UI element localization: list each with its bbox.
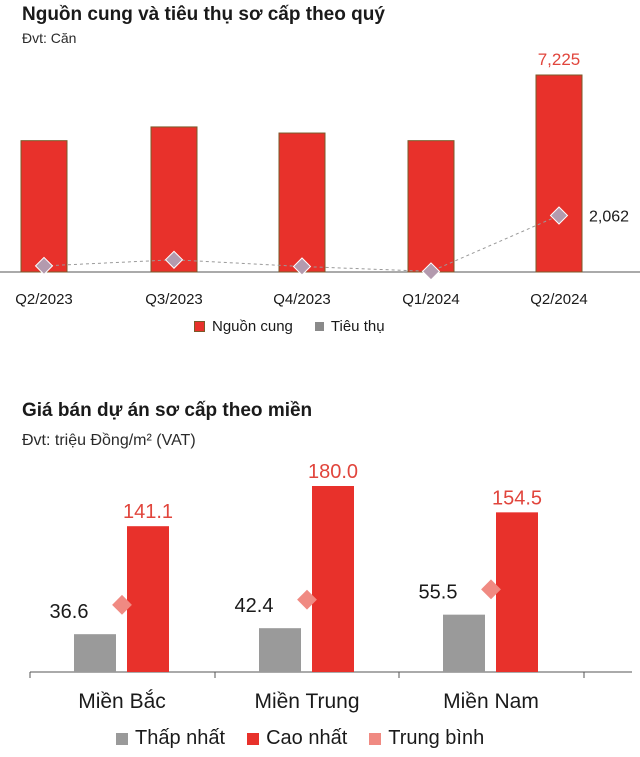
chart2-legend: Thấp nhất Cao nhất Trung bình [116,727,506,750]
max-price-label: 141.1 [123,501,173,523]
min-price-label: 36.6 [50,601,89,623]
x-tick-label: Q4/2023 [273,291,331,308]
legend-swatch-min [116,732,128,745]
sales-point [34,256,54,276]
sales-point [164,250,184,269]
sales-point [421,262,441,281]
supply-bar [535,74,583,273]
legend-swatch-sales [314,322,324,331]
max-price-label: 180.0 [308,461,358,483]
avg-price-point [297,589,317,610]
chart2-unit-label: Đvt: triệu Đồng/m² (VAT) [22,432,196,449]
max-price-label: 154.5 [492,487,542,509]
x-tick-label: Miền Bắc [78,690,166,713]
min-price-bar [74,634,116,672]
legend-item-min: Thấp nhất [116,727,225,750]
x-tick-label: Miền Trung [254,690,359,713]
legend-item-avg: Trung bình [369,727,484,750]
max-price-bar [127,526,169,672]
x-tick-label: Q2/2024 [530,291,588,308]
min-price-bar [259,628,301,672]
legend-label-supply: Nguồn cung [212,318,293,335]
sales-point [292,257,312,276]
sales-point [549,206,569,225]
max-price-bar [496,512,538,672]
chart1-title: Nguồn cung và tiêu thụ sơ cấp theo quý [22,4,385,25]
chart1-unit-label: Đvt: Căn [22,30,77,46]
min-price-label: 55.5 [419,582,458,604]
supply-data-label: 7,225 [538,50,581,69]
min-price-bar [443,614,485,672]
chart2-title: Giá bán dự án sơ cấp theo miền [22,400,313,421]
legend-label-max: Cao nhất [266,727,348,749]
max-price-bar [312,486,354,672]
legend-item-max: Cao nhất [247,727,347,750]
supply-bar [407,140,455,273]
legend-item-supply: Nguồn cung [194,318,293,335]
supply-bar [278,132,326,273]
chart1-legend: Nguồn cung Tiêu thụ [194,318,407,335]
legend-label-avg: Trung bình [388,727,485,749]
min-price-label: 42.4 [235,595,274,617]
legend-label-sales: Tiêu thụ [330,318,385,335]
legend-label-min: Thấp nhất [135,727,226,749]
x-tick-label: Miền Nam [443,690,539,713]
avg-price-point [481,579,501,600]
supply-bar [20,140,68,273]
supply-bar [150,126,198,273]
sales-data-label: 2,062 [589,208,629,225]
x-tick-label: Q2/2023 [15,291,73,308]
supply-sales-chart: Q2/2023 Q3/2023 Q4/2023 Q1/2024 Q2/2024 7,225… [0,50,640,308]
legend-swatch-avg [369,732,382,745]
x-tick-label: Q1/2024 [402,291,460,308]
x-tick-label: Q3/2023 [145,291,203,308]
legend-item-sales: Tiêu thụ [314,318,385,335]
legend-swatch-supply [194,321,205,332]
legend-swatch-max [247,732,260,745]
